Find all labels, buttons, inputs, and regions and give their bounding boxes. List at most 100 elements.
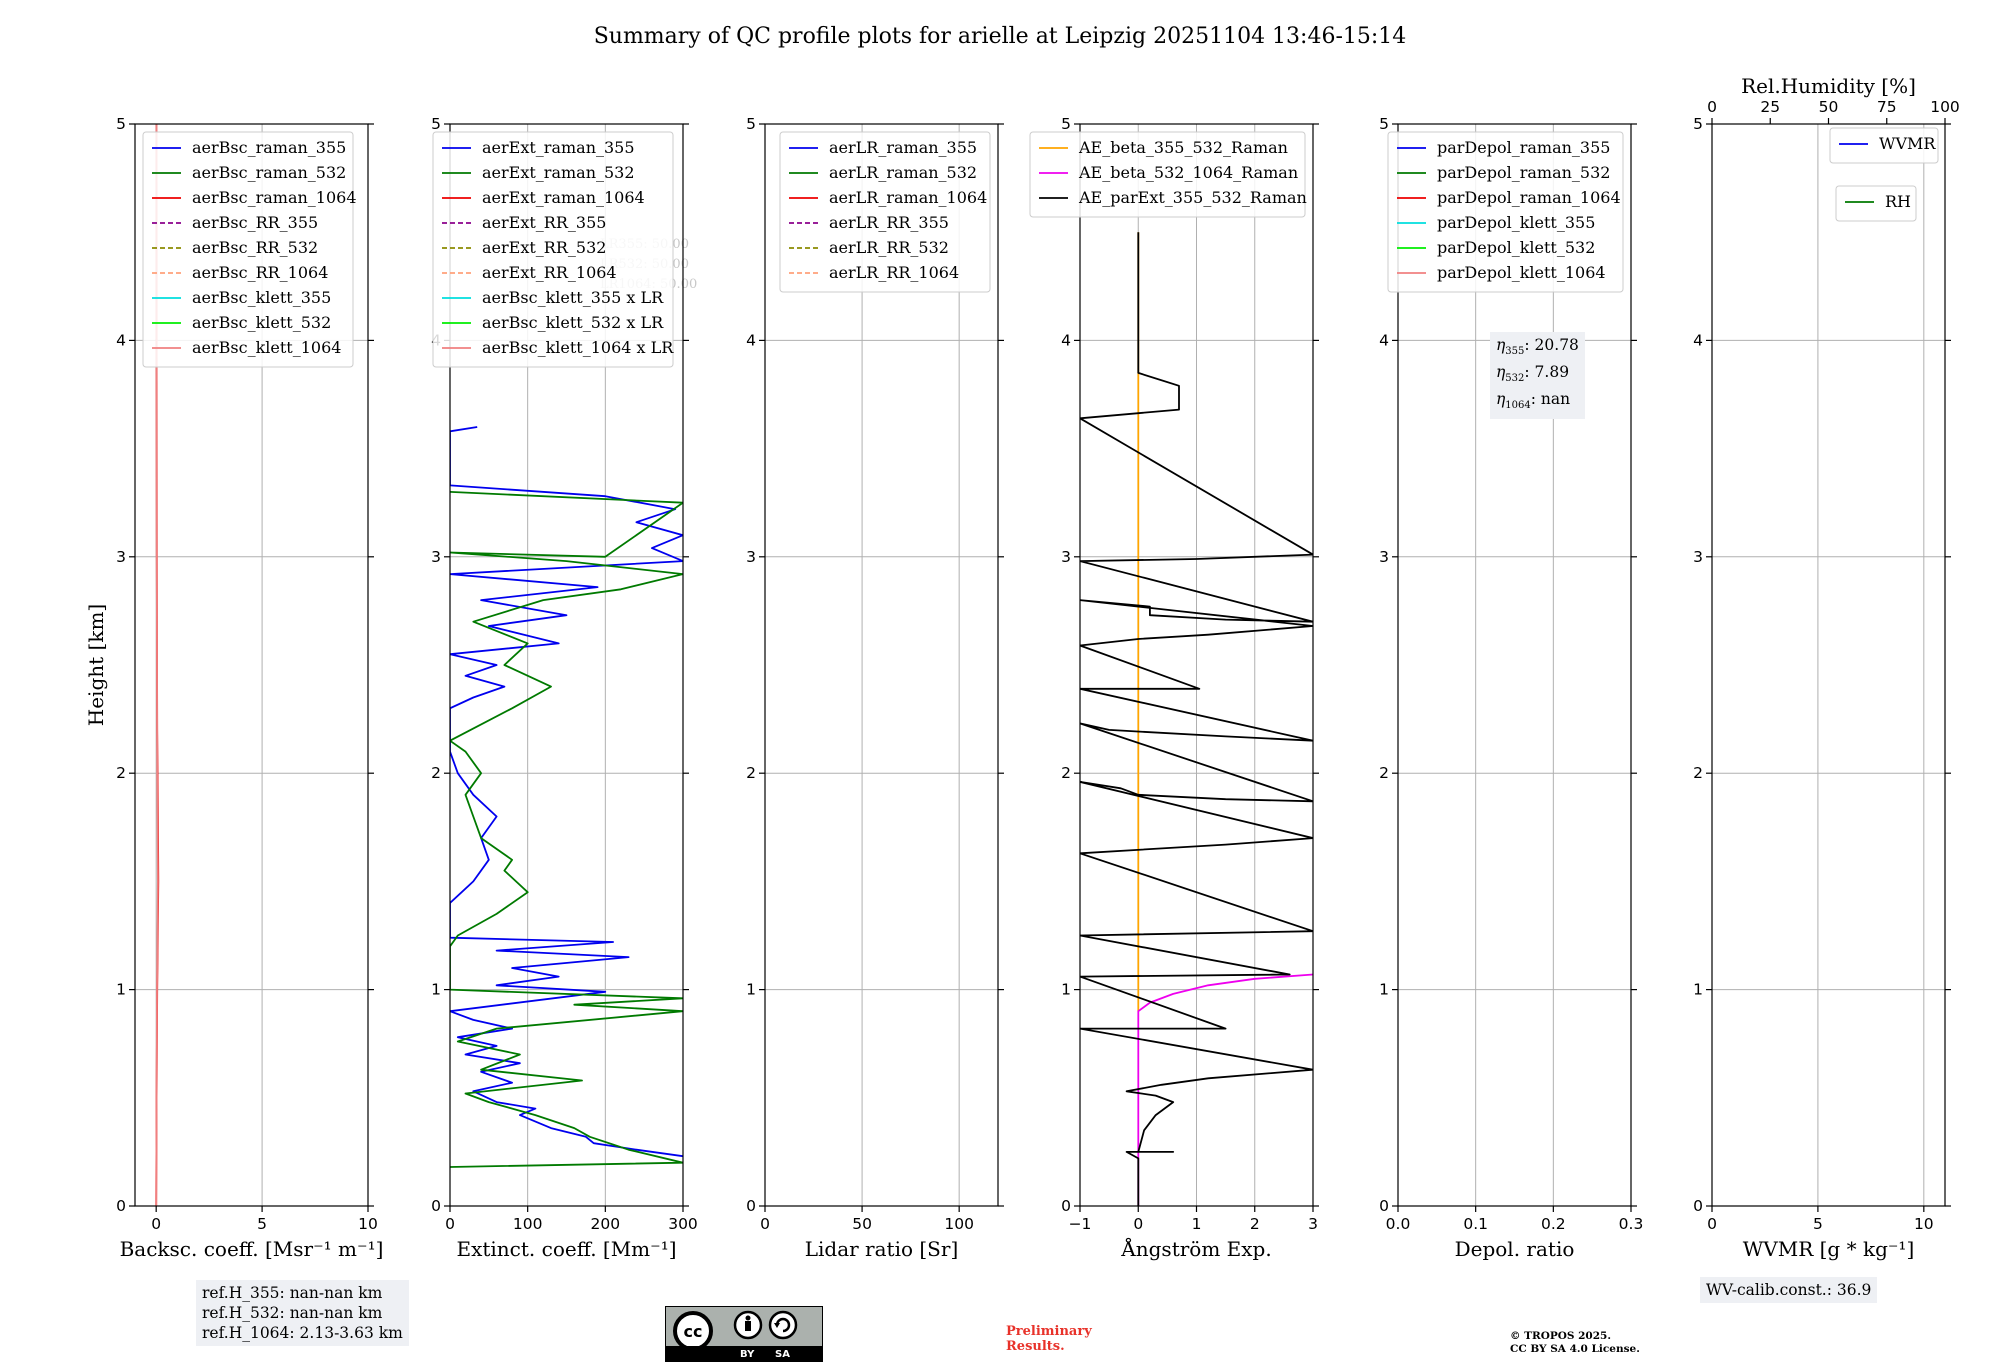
legend-label: parDepol_raman_1064: [1437, 188, 1621, 207]
x-tick-label: 300: [668, 1215, 698, 1233]
eta-1064: η1064: nan: [1496, 390, 1571, 412]
legend-label: aerExt_raman_355: [482, 138, 635, 157]
series-group: [450, 426, 683, 1168]
series-aerExt_raman_355: [450, 426, 683, 1158]
preliminary-note: Preliminary Results.: [1006, 1324, 1092, 1354]
x-axis-label: Ångström Exp.: [1120, 1236, 1271, 1261]
legend-label: aerBsc_raman_1064: [192, 188, 357, 207]
axes-frame: [1711, 123, 1946, 1207]
legend-label: aerBsc_klett_1064: [192, 338, 341, 357]
cc-badge-bar: [666, 1346, 822, 1361]
refh-1064: ref.H_1064: 2.13-3.63 km: [202, 1324, 403, 1342]
x-axis-label: Backsc. coeff. [Msr⁻¹ m⁻¹]: [120, 1237, 384, 1261]
legend-frame: [1829, 127, 1939, 164]
x-axis-label: Lidar ratio [Sr]: [805, 1237, 959, 1261]
panel-2: LR355: 50.00LR532: 50.00LR1064: 50.00010…: [431, 115, 698, 1261]
y-tick-label: 2: [746, 764, 756, 782]
legend-label: aerLR_raman_355: [829, 138, 977, 157]
y-tick-label: 4: [1061, 331, 1071, 349]
y-tick-label: 1: [1061, 981, 1071, 999]
cc-license-badge[interactable]: cc BY SA: [665, 1306, 823, 1362]
eta-box: η355: 20.78 η532: 7.89 η1064: nan: [1490, 332, 1585, 420]
cc-icons: cc: [673, 1310, 798, 1347]
x-tick-label: 0.3: [1619, 1215, 1644, 1233]
legend-label: aerExt_RR_532: [482, 238, 606, 257]
y-tick-label: 0: [1061, 1197, 1071, 1215]
y-tick-label: 5: [1061, 115, 1071, 133]
legend-label: aerBsc_klett_532: [192, 313, 331, 332]
wv-calib-const: WV-calib.const.: 36.9: [1706, 1281, 1872, 1299]
legend-label: aerExt_RR_355: [482, 213, 606, 232]
y-tick-label: 1: [431, 981, 441, 999]
legend-label: aerBsc_RR_355: [192, 213, 318, 232]
y-tick-label: 2: [431, 764, 441, 782]
y-tick-label: 5: [1693, 115, 1703, 133]
y-tick-label: 0: [1379, 1197, 1389, 1215]
y-tick-label: 5: [431, 115, 441, 133]
y-tick-label: 2: [1061, 764, 1071, 782]
panel-5: 0.0 0.1 0.2 0.3 0 1 2 3 4 5 Depol. ratio parDepol_r…: [1379, 115, 1643, 1261]
refh-355: ref.H_355: nan-nan km: [202, 1284, 383, 1302]
legend-label: aerLR_raman_532: [829, 163, 977, 182]
top-tick-label: 25: [1760, 98, 1780, 116]
legend-secondary-5: RH: [1835, 185, 1917, 222]
legend-label: aerLR_RR_532: [829, 238, 949, 257]
top-axis-label: Rel.Humidity [%]: [1741, 74, 1916, 98]
legend-label: aerBsc_RR_1064: [192, 263, 328, 282]
x-tick-label: 10: [1914, 1215, 1934, 1233]
eta-355: η355: 20.78: [1496, 336, 1579, 358]
x-axis-label: Depol. ratio: [1455, 1237, 1575, 1261]
y-tick-label: 0: [746, 1197, 756, 1215]
y-tick-label: 3: [1693, 548, 1703, 566]
x-tick-label: 0.0: [1386, 1215, 1411, 1233]
legend-label: aerBsc_raman_532: [192, 163, 346, 182]
series-aerExt_raman_532: [450, 491, 683, 1168]
x-tick-label: 0.2: [1541, 1215, 1566, 1233]
y-tick-label: 3: [1061, 548, 1071, 566]
y-tick-label: 5: [116, 115, 126, 133]
x-tick-label: 100: [513, 1215, 543, 1233]
series-group: [1080, 232, 1313, 1206]
y-tick-label: 3: [746, 548, 756, 566]
legend-main-1: aerExt_raman_355 aerExt_raman_532 aerExt_r…: [432, 131, 674, 368]
legend-main-5: WVMR: [1829, 127, 1939, 164]
legend-label: parDepol_klett_355: [1437, 213, 1595, 232]
x-tick-label: 1: [1192, 1215, 1202, 1233]
legend-frame: [432, 131, 674, 368]
x-tick-label: 5: [257, 1215, 267, 1233]
legend-frame: [1029, 131, 1306, 218]
legend-label: aerLR_RR_355: [829, 213, 949, 232]
legend-frame: [1387, 131, 1624, 293]
x-axis-label: WVMR [g * kg⁻¹]: [1743, 1237, 1915, 1261]
legend-main-4: parDepol_raman_355 parDepol_raman_532 parD…: [1387, 131, 1624, 293]
legend-label: WVMR: [1879, 134, 1936, 153]
legend-label: aerBsc_klett_355: [192, 288, 331, 307]
y-tick-label: 4: [1379, 331, 1389, 349]
panel-1: 0 5 10 0 1 2 3 4 5 Backsc. coeff. [Msr⁻¹ m⁻¹] Heig…: [84, 115, 383, 1261]
x-tick-label: 0: [445, 1215, 455, 1233]
axes-frame: [1397, 123, 1632, 1207]
legend-label: AE_parExt_355_532_Raman: [1078, 188, 1307, 207]
cc-icon-text: cc: [684, 1322, 703, 1341]
sa-icon: [768, 1310, 798, 1340]
x-tick-label: 100: [944, 1215, 974, 1233]
reference-height-box: ref.H_355: nan-nan km ref.H_532: nan-nan…: [196, 1280, 409, 1346]
legend-label: aerBsc_klett_1064 x LR: [482, 338, 674, 357]
panel-3: 0 50 100 0 1 2 3 4 5 Lidar ratio [Sr] aerLR_raman_…: [746, 115, 1004, 1261]
x-tick-label: 3: [1308, 1215, 1318, 1233]
top-tick-label: 0: [1707, 98, 1717, 116]
legend-frame: [779, 131, 991, 293]
cc-by-label: BY: [740, 1349, 755, 1360]
legend-main-3: AE_beta_355_532_Raman AE_beta_532_1064_Ra…: [1029, 131, 1307, 218]
axes-frame: [449, 123, 684, 1207]
eta-532: η532: 7.89: [1496, 363, 1570, 385]
y-tick-label: 0: [116, 1197, 126, 1215]
legend-label: aerBsc_klett_355 x LR: [482, 288, 664, 307]
top-tick-label: 100: [1930, 98, 1960, 116]
legend-label: aerBsc_raman_355: [192, 138, 346, 157]
legend-label: aerExt_raman_1064: [482, 188, 645, 207]
x-tick-label: 50: [852, 1215, 872, 1233]
y-tick-label: 4: [116, 331, 126, 349]
